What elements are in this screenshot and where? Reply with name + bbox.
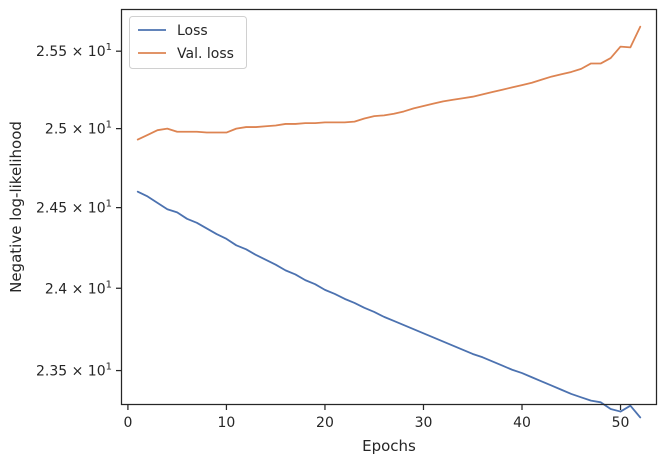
- y-tick-label: 2.45 × 101: [36, 199, 112, 217]
- legend-label-val-loss: Val. loss: [177, 46, 234, 62]
- y-tick-label: 2.55 × 101: [36, 42, 112, 60]
- legend: Loss Val. loss: [129, 16, 247, 69]
- y-tick-label: 2.5 × 101: [45, 120, 112, 138]
- x-tick-label: 10: [218, 415, 236, 431]
- series-line-val-loss: [136, 25, 642, 141]
- x-tick-label: 50: [612, 415, 630, 431]
- series-line-loss: [136, 190, 642, 419]
- y-tick-label: 2.35 × 101: [36, 362, 112, 380]
- x-axis-ticks: 0 10 20 30 40 50: [123, 404, 629, 431]
- x-tick-label: 40: [513, 415, 531, 431]
- x-tick-label: 20: [316, 415, 334, 431]
- x-tick-label: 30: [415, 415, 433, 431]
- legend-label-loss: Loss: [177, 23, 208, 39]
- x-tick-label: 0: [123, 415, 132, 431]
- x-axis-label: Epochs: [362, 437, 416, 455]
- y-axis-label: Negative log-likelihood: [7, 121, 25, 293]
- y-tick-label: 2.4 × 101: [45, 279, 112, 297]
- series-layer: [136, 25, 642, 419]
- y-axis-ticks: 2.35 × 101 2.4 × 101 2.45 × 101 2.5 × 101 2.…: [36, 42, 122, 380]
